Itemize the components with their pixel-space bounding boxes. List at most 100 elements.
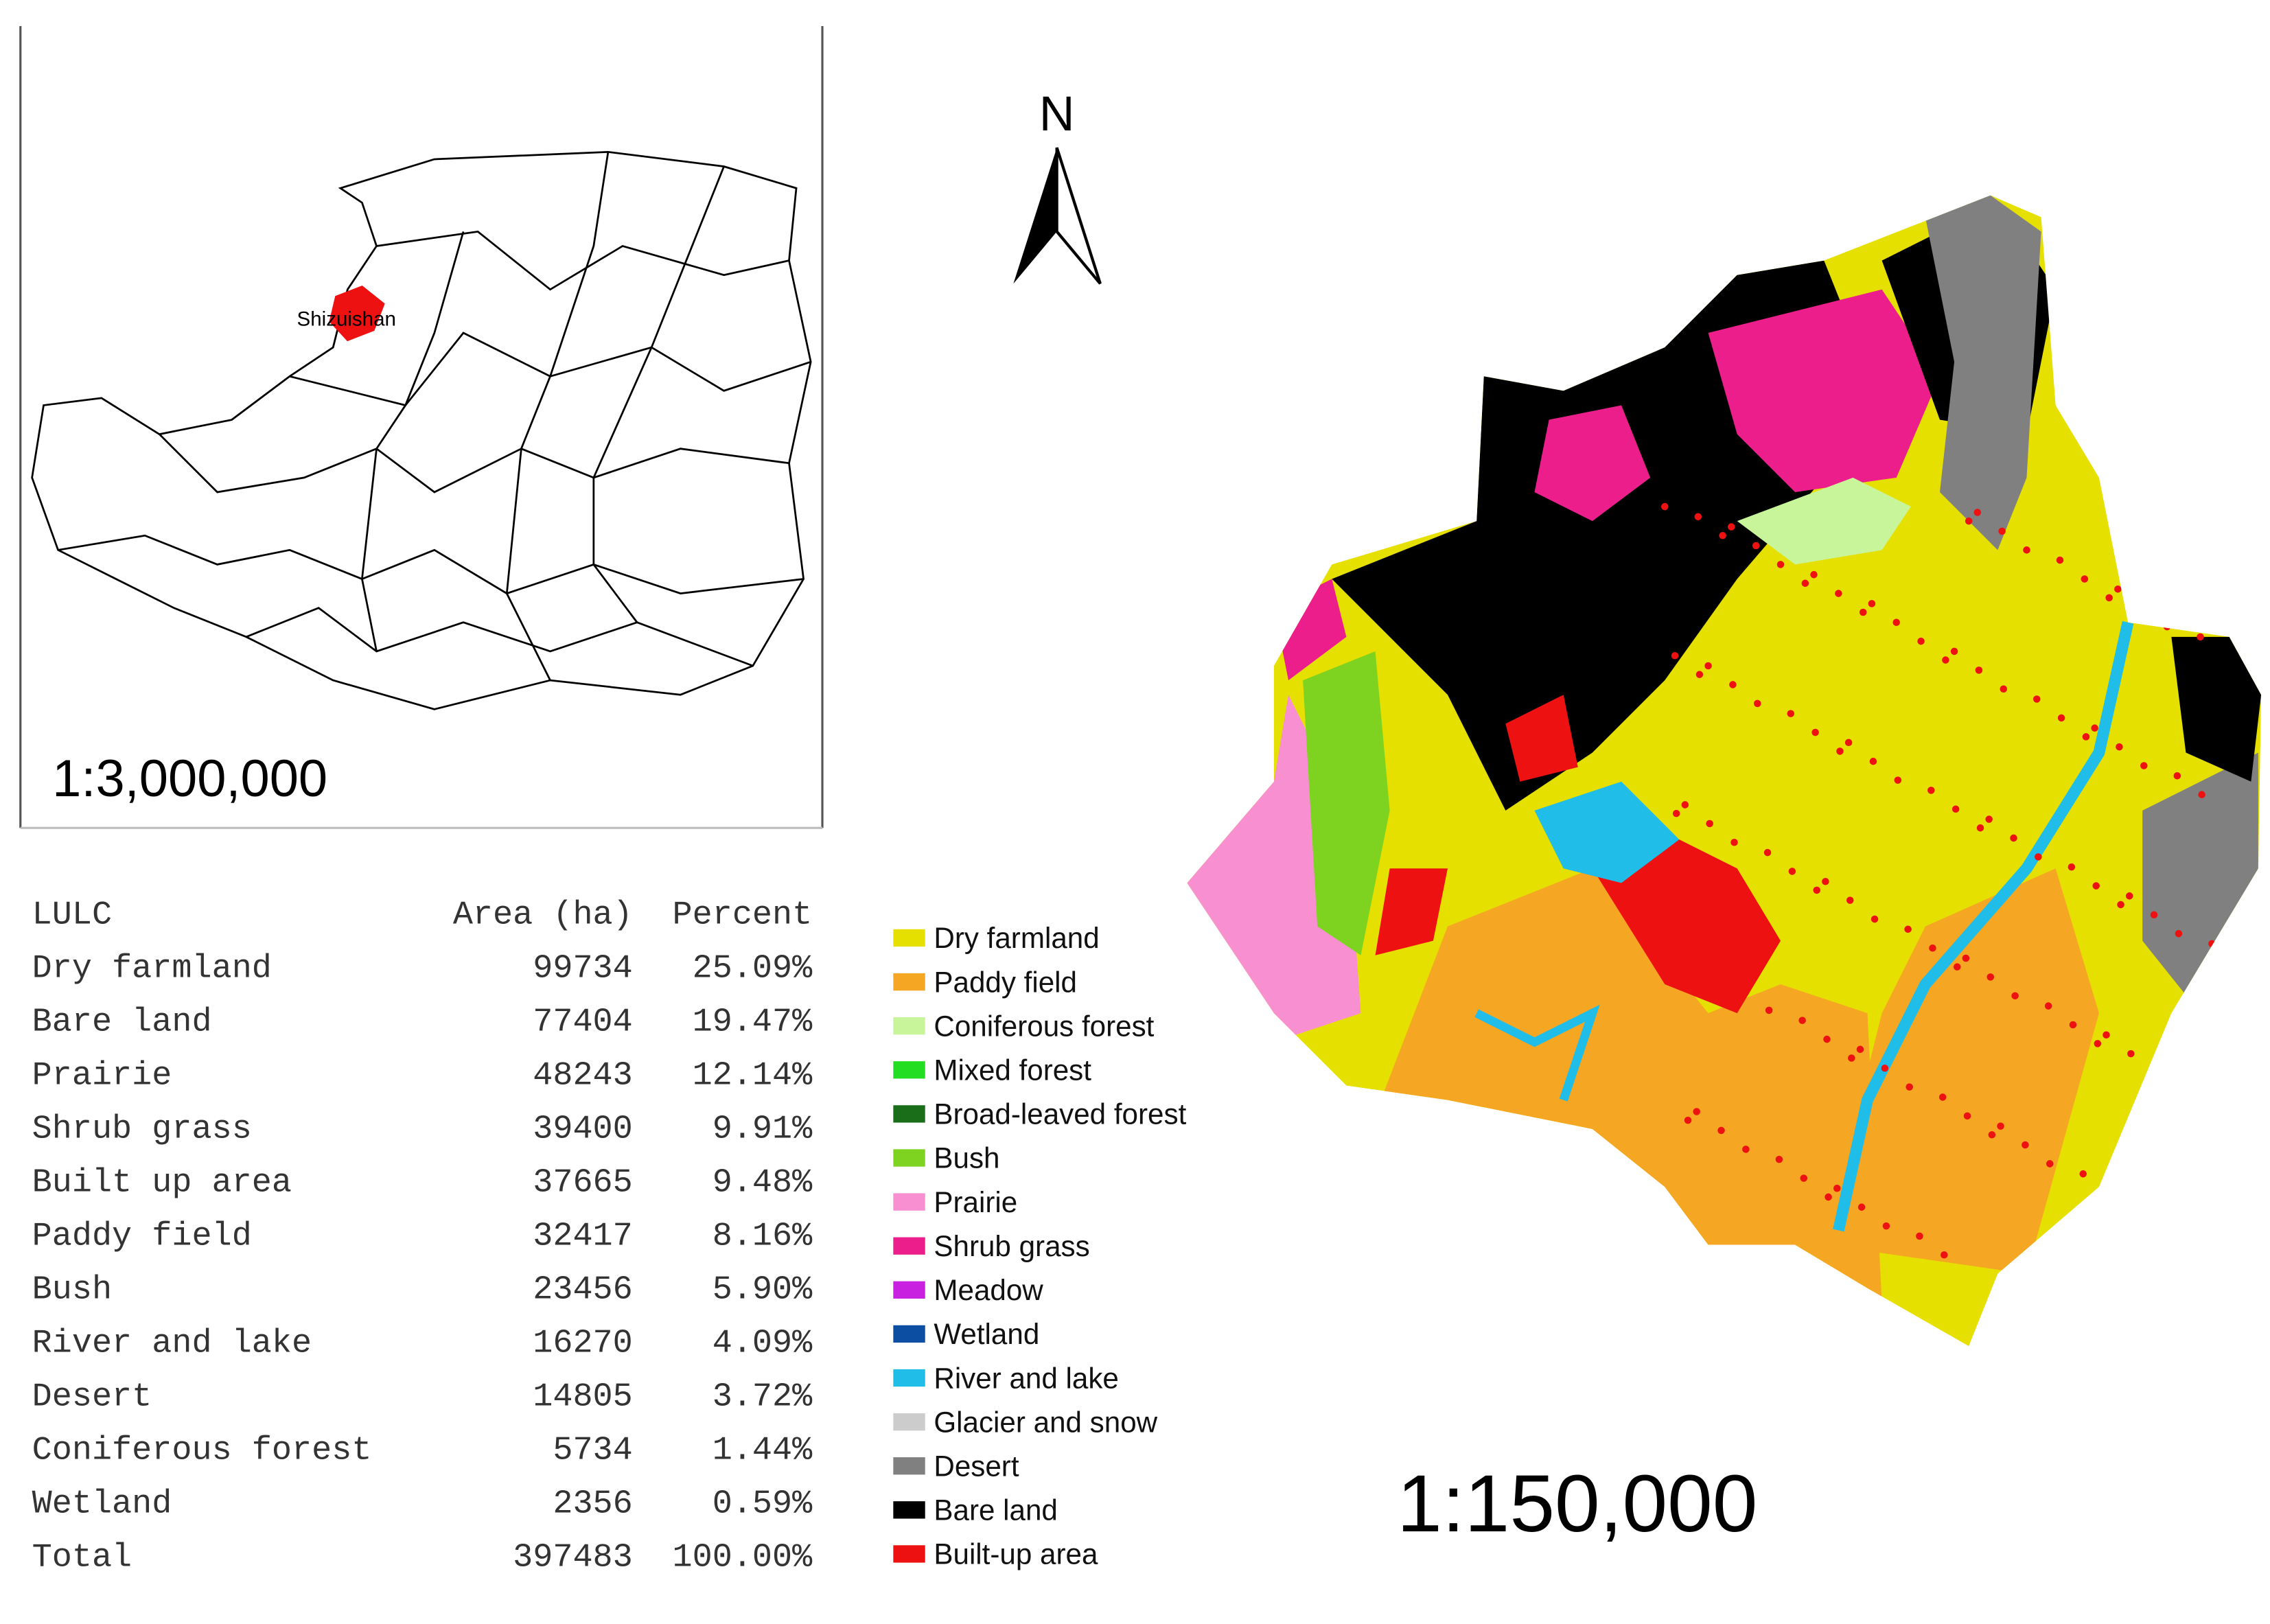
built-up-dot — [1869, 757, 1877, 765]
built-up-dot — [1752, 542, 1760, 550]
built-up-dot — [2140, 762, 2148, 769]
legend-swatch — [893, 1501, 925, 1519]
built-up-dot — [1987, 973, 1995, 981]
built-up-dot — [2105, 594, 2113, 602]
land-patch — [2142, 752, 2258, 1014]
built-up-dot — [1976, 824, 1984, 832]
land-patch — [1592, 824, 1781, 1014]
inset-map — [31, 151, 812, 710]
legend-label: Wetland — [934, 1318, 1039, 1350]
table-cell: 37665 — [533, 1163, 633, 1201]
built-up-dot — [1672, 809, 1680, 817]
built-up-dot — [1763, 848, 1772, 857]
built-up-dot — [2023, 546, 2030, 554]
table-cell: Dry farmland — [32, 949, 272, 987]
built-up-dot — [2069, 1021, 2077, 1029]
built-up-dot — [1765, 1006, 1773, 1014]
built-up-dot — [2068, 863, 2076, 871]
legend-swatch — [893, 1237, 925, 1255]
legend-label: Meadow — [934, 1274, 1043, 1306]
table-cell: 9.48% — [713, 1163, 813, 1201]
legend-label: Shrub grass — [934, 1230, 1089, 1262]
built-up-dot — [2151, 1069, 2159, 1076]
built-up-dot — [1881, 1064, 1889, 1072]
table-cell: Coniferous forest — [32, 1432, 372, 1470]
table-cell: 4.09% — [713, 1325, 813, 1362]
table-cell: 99734 — [533, 949, 633, 987]
legend-label: Paddy field — [934, 966, 1077, 998]
built-up-dot — [1788, 868, 1796, 875]
built-up-dot — [1973, 509, 1982, 516]
table-cell: River and lake — [32, 1325, 312, 1362]
built-up-dot — [2104, 1189, 2111, 1196]
built-up-dot — [1730, 839, 1738, 846]
built-up-dot — [2163, 623, 2171, 631]
built-up-dot — [1906, 1083, 1913, 1091]
built-up-dot — [2091, 724, 2098, 732]
built-up-dot — [1941, 1251, 1948, 1259]
table-cell: 5734 — [553, 1432, 632, 1470]
land-patch — [1534, 405, 1651, 522]
lulc-table: LULC Area (ha) Percent Dry farmland 99734 25.… — [32, 896, 813, 1576]
built-up-dot — [1717, 1126, 1725, 1135]
built-up-dot — [1846, 896, 1854, 904]
legend-swatch — [893, 1149, 925, 1167]
built-up-dot — [1822, 877, 1829, 885]
legend-label: Prairie — [934, 1186, 1017, 1218]
built-up-dot — [1810, 570, 1818, 579]
built-up-dot — [2127, 1049, 2135, 1058]
inset-scale: 1:3,000,000 — [52, 750, 327, 808]
land-patch — [1303, 651, 1390, 955]
table-cell: 32417 — [533, 1218, 633, 1255]
built-up-dot — [1938, 1093, 1947, 1101]
built-up-dot — [2035, 853, 2042, 861]
built-up-dot — [2044, 1002, 2052, 1010]
built-up-dot — [1882, 1222, 1890, 1230]
built-up-dot — [1859, 608, 1867, 616]
legend-label: Glacier and snow — [934, 1406, 1157, 1438]
built-up-dot — [2056, 556, 2064, 564]
built-up-dot — [1798, 1017, 1806, 1024]
table-cell: 2356 — [553, 1485, 632, 1523]
built-up-dot — [2125, 892, 2133, 900]
built-up-dot — [1833, 1184, 1841, 1192]
built-up-dot — [1753, 699, 1761, 708]
built-up-dot — [1997, 1122, 2004, 1130]
built-up-dot — [1988, 1130, 1996, 1139]
table-cell: Total — [32, 1539, 132, 1577]
built-up-dot — [1801, 579, 1809, 588]
built-up-dot — [2092, 882, 2100, 890]
built-up-dot — [1848, 1054, 1855, 1062]
built-up-dot — [2022, 1141, 2029, 1149]
built-up-dot — [2175, 929, 2183, 938]
built-up-dot — [1671, 651, 1679, 660]
built-up-dot — [1693, 1108, 1700, 1115]
built-up-dot — [1719, 531, 1726, 540]
built-up-dot — [1811, 728, 1819, 736]
built-up-dot — [2185, 1079, 2192, 1087]
built-up-dot — [1844, 739, 1853, 747]
built-up-dot — [2197, 633, 2204, 641]
built-up-dot — [1695, 671, 1704, 678]
built-up-dot — [1742, 1146, 1750, 1153]
built-up-dot — [2010, 834, 2017, 842]
land-patch — [1375, 868, 1448, 955]
built-up-dot — [1951, 805, 1960, 813]
built-up-dot — [2082, 733, 2090, 741]
built-up-dot — [1836, 747, 1844, 755]
built-up-dot — [1868, 600, 1876, 607]
built-up-dot — [1775, 1155, 1783, 1163]
table-cell: 23456 — [533, 1271, 633, 1309]
legend-swatch — [893, 929, 925, 947]
built-up-dot — [2208, 940, 2216, 948]
table-cell: 5.90% — [713, 1271, 813, 1309]
built-up-dot — [1706, 820, 1713, 828]
land-patch — [1505, 695, 1578, 782]
legend-label: River and lake — [934, 1362, 1118, 1394]
legend-label: Desert — [934, 1450, 1019, 1482]
table-cell: 9.91% — [713, 1110, 813, 1148]
legend: Dry farmland Paddy field Coniferous forest… — [893, 922, 1187, 1570]
built-up-dot — [1776, 561, 1785, 568]
land-patch — [1737, 477, 1911, 565]
table-cell: 397483 — [513, 1539, 633, 1577]
